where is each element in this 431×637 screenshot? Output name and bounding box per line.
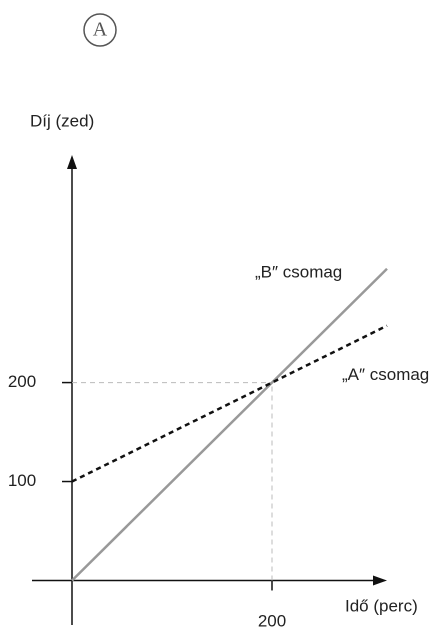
series-label: „B″ csomag — [255, 262, 342, 281]
y-tick-label: 100 — [8, 471, 36, 490]
badge-circle — [83, 13, 117, 47]
y-tick-label: 200 — [8, 372, 36, 391]
badge: A — [93, 19, 108, 41]
x-axis-label: Idő (perc) — [345, 596, 418, 615]
y-axis-arrow — [67, 155, 77, 169]
line — [71, 324, 388, 483]
x-tick-label: 200 — [258, 611, 286, 630]
series-label: „A″ csomag — [342, 365, 429, 384]
y-axis-label: Díj (zed) — [30, 111, 94, 130]
line — [71, 267, 388, 582]
x-axis-arrow — [373, 575, 387, 586]
